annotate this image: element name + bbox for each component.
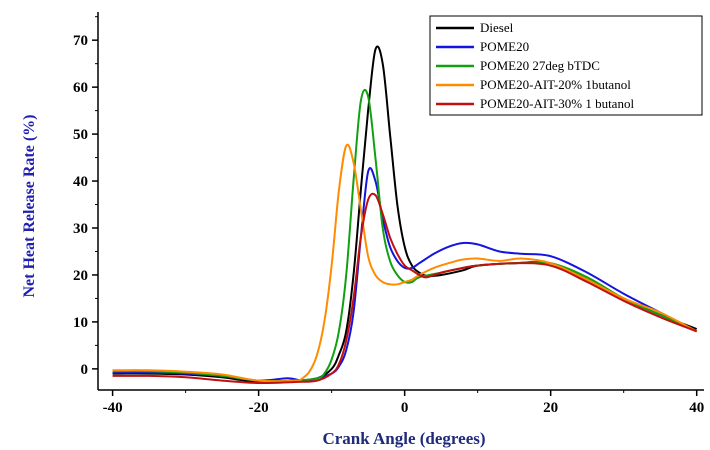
x-axis-label: Crank Angle (degrees) — [322, 429, 485, 448]
series-line-2 — [112, 89, 698, 383]
axes: -40 -20 0 20 40 0 10 20 30 40 50 60 70 — [73, 12, 704, 416]
legend-box — [429, 15, 703, 116]
y-tick-label: 70 — [73, 33, 88, 49]
legend: Diesel POME20 POME20 27deg bTDC POME20-AIT-… — [429, 15, 703, 116]
x-tick-label: 0 — [401, 400, 409, 416]
y-tick-label: 0 — [81, 362, 89, 378]
series-lines — [112, 45, 698, 385]
x-tick-label: -20 — [249, 400, 269, 416]
y-tick-label: 30 — [73, 221, 88, 237]
series-line-1 — [112, 167, 698, 382]
y-tick-label: 20 — [73, 268, 88, 284]
x-tick-label: 20 — [543, 400, 558, 416]
legend-label: POME20-AIT-30% 1 butanol — [480, 96, 634, 111]
legend-label: Diesel — [480, 20, 514, 35]
y-tick-label: 50 — [73, 127, 88, 143]
series-line-4 — [112, 192, 698, 385]
y-tick-label: 40 — [73, 174, 88, 190]
legend-label: POME20-AIT-20% 1butanol — [480, 77, 631, 92]
y-tick-label: 60 — [73, 80, 88, 96]
x-tick-label: -40 — [103, 400, 123, 416]
legend-label: POME20 — [480, 39, 529, 54]
legend-label: POME20 27deg bTDC — [480, 58, 600, 73]
y-axis-label: Net Heat Release Rate (%) — [21, 114, 38, 297]
series-line-3 — [112, 143, 698, 383]
x-tick-label: 40 — [689, 400, 704, 416]
y-tick-label: 10 — [73, 315, 88, 331]
